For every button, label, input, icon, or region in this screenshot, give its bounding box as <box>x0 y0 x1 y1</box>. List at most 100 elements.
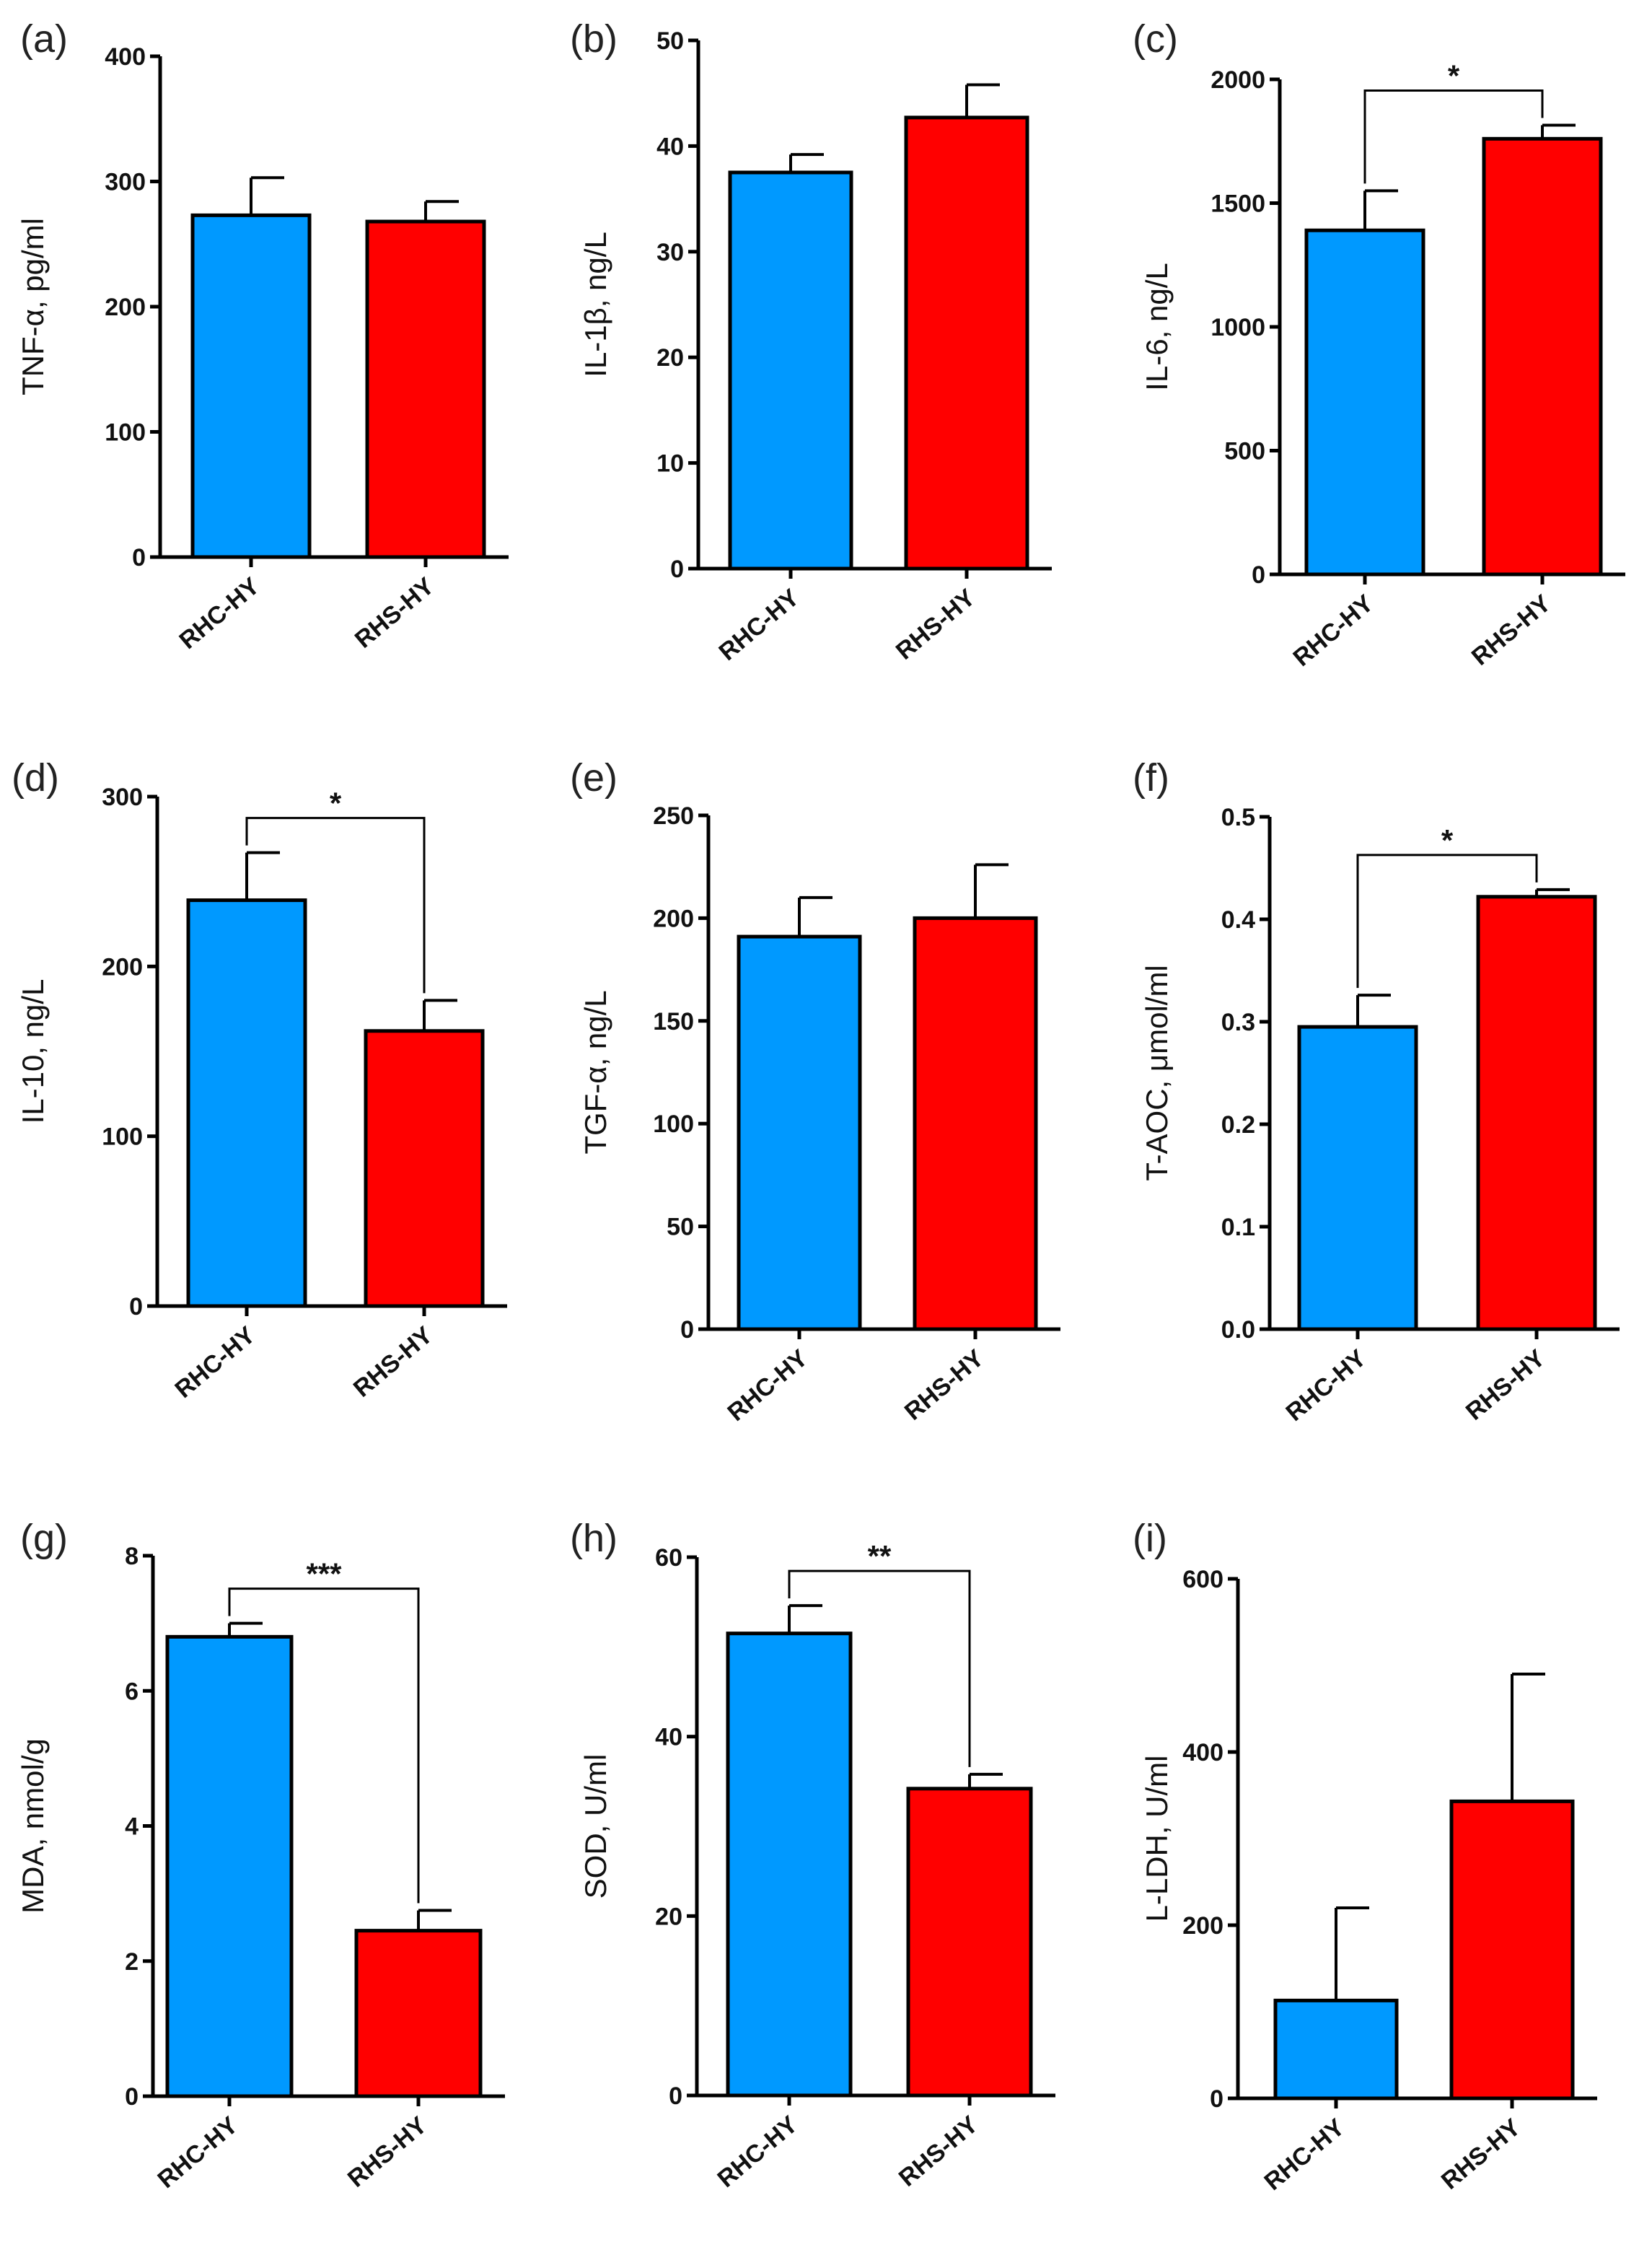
bar-rhc-hy <box>165 1634 294 2098</box>
y-axis-title: MDA, nmol/g <box>16 1738 50 1914</box>
category-label: RHC-HY <box>152 2111 243 2194</box>
y-axis-title: TNF-α, pg/ml <box>16 218 50 395</box>
y-tick-label: 0 <box>670 556 684 583</box>
y-tick-label: 8 <box>125 1543 139 1570</box>
y-tick-label: 4 <box>125 1813 139 1841</box>
bar-rhs-hy <box>906 1787 1033 2098</box>
y-tick-label: 0 <box>1252 561 1265 589</box>
y-tick-label: 0 <box>669 2082 682 2110</box>
y-axis-title: SOD, U/ml <box>579 1754 612 1899</box>
significance-label: ** <box>868 1539 892 1573</box>
category-label: RHS-HY <box>1461 1344 1551 1426</box>
category-label: RHS-HY <box>350 572 440 654</box>
y-tick-label: 1500 <box>1211 190 1265 218</box>
y-tick-label: 200 <box>105 294 146 321</box>
category-label: RHC-HY <box>1288 590 1379 672</box>
y-tick-label: 300 <box>102 784 143 811</box>
panel-label: (c) <box>1133 17 1178 61</box>
y-tick-label: 250 <box>653 802 694 830</box>
y-tick-label: 400 <box>1182 1739 1223 1766</box>
y-tick-label: 0.4 <box>1221 906 1255 934</box>
y-tick-label: 400 <box>105 43 146 71</box>
y-tick-label: 0.0 <box>1221 1316 1255 1344</box>
panel-f: (f) 0.0 0.1 0.2 0.3 0.4 0.5 T-AOC, μmol/ml RHC-H… <box>1133 756 1620 1427</box>
panel-b: (b) 0 10 20 30 40 50 IL-1β, ng/L RHC-HY RHS-HY <box>570 17 1052 666</box>
bar-rhs-hy <box>913 916 1038 1331</box>
bar-rhc-hy <box>737 934 862 1331</box>
category-label: RHS-HY <box>343 2111 433 2193</box>
bar-rhc-hy <box>726 1631 853 2098</box>
category-label: RHS-HY <box>894 2111 984 2192</box>
bar-rhc-hy <box>186 898 307 1308</box>
panel-c: (c) 0 500 1000 1500 2000 IL-6, ng/L RHC-HY RHS-H… <box>1133 17 1625 672</box>
category-label: RHC-HY <box>1280 1344 1371 1427</box>
y-tick-label: 0.3 <box>1221 1009 1255 1036</box>
y-axis-title: IL-6, ng/L <box>1140 263 1174 390</box>
panel-label: (a) <box>20 17 68 61</box>
bar-rhc-hy <box>728 170 853 571</box>
bar-rhs-hy <box>904 115 1029 571</box>
y-tick-label: 10 <box>656 450 684 478</box>
y-tick-label: 50 <box>656 27 684 55</box>
y-tick-label: 100 <box>102 1124 143 1151</box>
bar-rhc-hy <box>1304 228 1425 577</box>
bar-rhs-hy <box>365 219 486 559</box>
panel-d: (d) 0 100 200 300 IL-10, ng/L RHC-HY RHS-HY * <box>12 756 507 1403</box>
y-tick-label: 6 <box>125 1678 139 1705</box>
category-label: RHC-HY <box>713 584 804 666</box>
significance-label: *** <box>306 1557 342 1591</box>
y-tick-label: 30 <box>656 239 684 266</box>
y-tick-label: 20 <box>656 344 684 372</box>
significance-bracket <box>245 817 426 994</box>
category-label: RHC-HY <box>722 1344 813 1427</box>
bar-rhc-hy <box>1297 1025 1418 1331</box>
significance-bracket <box>228 1587 420 1904</box>
panel-label: (e) <box>570 756 618 800</box>
category-label: RHS-HY <box>900 1344 990 1426</box>
bar-rhs-hy <box>1482 136 1603 577</box>
category-label: RHC-HY <box>712 2111 803 2193</box>
panel-e: (e) 0 50 100 150 200 250 TGF-α, ng/L RHC-HY RHS-H… <box>570 756 1060 1427</box>
category-label: RHC-HY <box>1259 2114 1350 2196</box>
y-tick-label: 2 <box>125 1948 139 1976</box>
y-tick-label: 0 <box>129 1293 143 1320</box>
bar-rhc-hy <box>190 213 312 559</box>
panel-i: (i) 0 200 400 600 L-LDH, U/ml RHC-HY RHS-HY <box>1133 1517 1597 2196</box>
significance-bracket <box>1363 89 1544 184</box>
y-tick-label: 300 <box>105 169 146 196</box>
y-tick-label: 1000 <box>1211 314 1265 341</box>
y-tick-label: 0.5 <box>1221 804 1255 831</box>
significance-label: * <box>330 787 342 820</box>
y-axis-title: IL-10, ng/L <box>16 979 50 1124</box>
bar-rhs-hy <box>1449 1799 1575 2101</box>
panel-label: (h) <box>570 1517 618 1560</box>
category-label: RHC-HY <box>170 1321 260 1403</box>
panel-g: (g) 0 2 4 6 8 MDA, nmol/g RHC-HY RHS-HY *** <box>16 1517 505 2194</box>
significance-label: * <box>1441 823 1454 857</box>
y-tick-label: 600 <box>1182 1566 1223 1593</box>
category-label: RHC-HY <box>174 572 265 654</box>
significance-bracket <box>1356 854 1538 989</box>
significance-bracket <box>788 1569 971 1767</box>
y-axis-title: IL-1β, ng/L <box>579 232 612 377</box>
y-tick-label: 500 <box>1224 438 1265 465</box>
panel-label: (d) <box>12 756 59 800</box>
y-tick-label: 40 <box>655 1724 682 1751</box>
category-label: RHS-HY <box>1436 2114 1526 2195</box>
y-tick-label: 200 <box>653 905 694 932</box>
y-tick-label: 40 <box>656 133 684 160</box>
y-tick-label: 100 <box>105 419 146 447</box>
y-tick-label: 20 <box>655 1903 682 1930</box>
y-tick-label: 50 <box>667 1214 694 1241</box>
y-tick-label: 0 <box>132 544 146 571</box>
panel-label: (f) <box>1133 756 1169 800</box>
bar-rhs-hy <box>1476 895 1597 1331</box>
panel-h: (h) 0 20 40 60 SOD, U/ml RHC-HY RHS-HY ** <box>570 1517 1055 2193</box>
y-tick-label: 100 <box>653 1111 694 1138</box>
bar-rhs-hy <box>364 1029 485 1308</box>
y-axis-title: TGF-α, ng/L <box>579 990 612 1154</box>
category-label: RHS-HY <box>1467 590 1557 671</box>
y-tick-label: 0.1 <box>1221 1214 1255 1241</box>
y-axis-title: T-AOC, μmol/ml <box>1140 965 1174 1181</box>
y-tick-label: 150 <box>653 1008 694 1035</box>
